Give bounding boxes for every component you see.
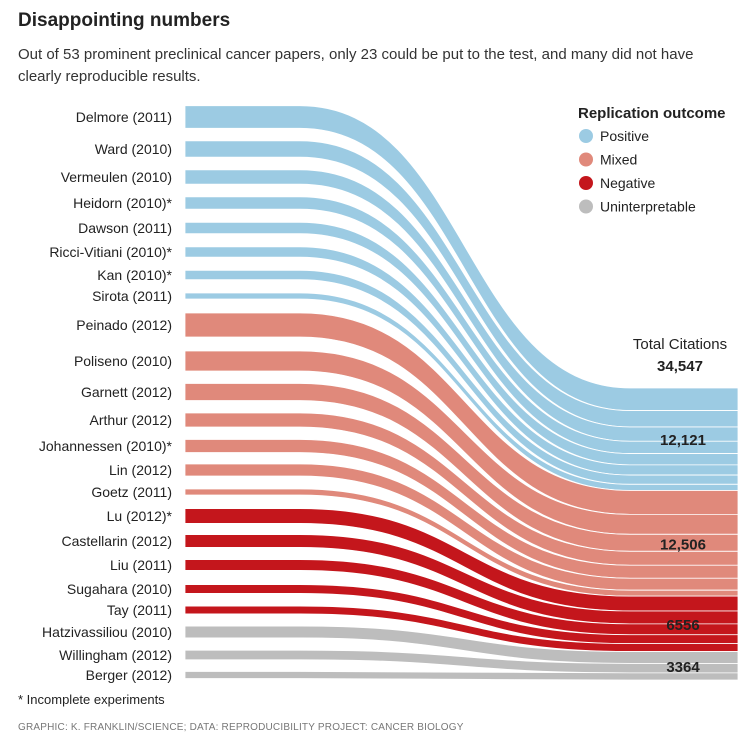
paper-label: Poliseno (2010) [74,353,172,369]
flow-band-positive [184,221,738,466]
flow-band-uninterpretable [184,671,738,681]
legend-label-uninterpretable: Uninterpretable [600,199,696,215]
flow-band-positive [184,105,738,411]
footnote: * Incomplete experiments [18,692,165,707]
paper-label: Garnett (2012) [81,384,172,400]
flow-band-negative [184,584,738,645]
paper-label: Arthur (2012) [90,412,172,428]
total-citations-label: Total Citations [633,336,727,353]
flow-band-mixed [184,383,738,552]
flow-band-positive [184,196,738,454]
credit-line: GRAPHIC: K. FRANKLIN/SCIENCE; DATA: REPR… [18,722,464,733]
paper-label: Delmore (2011) [76,109,172,125]
legend-swatch-mixed [579,152,593,167]
total-citations-value: 34,547 [657,358,703,375]
paper-label: Tay (2011) [107,602,172,618]
flow-band-mixed [184,463,738,591]
paper-label: Lin (2012) [109,462,172,478]
paper-label: Johannessen (2010)* [39,438,173,454]
paper-label: Ward (2010) [95,141,172,157]
legend-label-negative: Negative [600,175,655,191]
flow-band-uninterpretable [184,625,738,664]
legend-swatch-negative [579,176,593,190]
chart-subtitle: Out of 53 prominent preclinical cancer p… [18,46,694,85]
category-total-label: 12,506 [660,536,706,553]
flow-band-mixed [184,488,738,597]
paper-label: Goetz (2011) [91,484,172,500]
legend-swatch-positive [579,129,593,143]
legend-swatch-uninterpretable [579,199,593,214]
flow-band-negative [184,605,738,652]
paper-label: Willingham (2012) [59,647,172,663]
paper-label: Vermeulen (2010) [61,169,172,185]
paper-label: Sirota (2011) [92,288,172,304]
flow-band-positive [184,140,738,428]
flow-band-mixed [184,412,738,566]
flow-band-mixed [184,439,738,579]
legend-label-positive: Positive [600,128,649,144]
paper-label: Sugahara (2010) [67,581,172,597]
flow-band-negative [184,534,738,625]
paper-label: Dawson (2011) [78,220,172,236]
category-total-label: 3364 [666,659,700,676]
paper-label: Ricci-Vitiani (2010)* [49,244,172,260]
paper-label: Berger (2012) [86,667,172,683]
paper-label: Kan (2010)* [97,267,172,283]
flow-band-positive [184,292,738,491]
flow-band-negative [184,559,738,636]
flow-band-positive [184,169,738,442]
flow-band-positive [184,269,738,485]
category-total-label: 6556 [666,617,699,634]
flow-band-mixed [184,350,738,535]
paper-label: Peinado (2012) [76,317,172,333]
paper-label: Hatzivassiliou (2010) [42,624,172,640]
flow-band-mixed [184,312,738,515]
category-total-label: 12,121 [660,432,706,449]
chart-title: Disappointing numbers [18,10,231,31]
paper-label: Castellarin (2012) [62,533,173,549]
legend-label-mixed: Mixed [600,152,637,168]
paper-label: Liu (2011) [110,557,172,573]
paper-label: Heidorn (2010)* [73,195,172,211]
flow-band-negative [184,508,738,612]
flow-band-positive [184,246,738,476]
flow-band-uninterpretable [184,649,738,674]
paper-label: Lu (2012)* [107,508,173,524]
legend-title: Replication outcome [578,105,726,122]
